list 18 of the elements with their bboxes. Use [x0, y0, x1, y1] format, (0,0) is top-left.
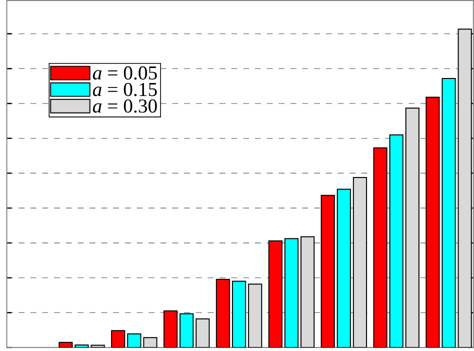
bar	[300, 236, 315, 348]
bar	[336, 188, 351, 348]
bar	[284, 238, 299, 348]
bar	[216, 278, 230, 348]
bar	[248, 284, 262, 348]
bar	[458, 28, 472, 348]
legend-label: a = 0.05	[92, 66, 157, 80]
bar	[389, 134, 404, 348]
legend-label: a = 0.15	[92, 82, 157, 96]
bar	[268, 240, 282, 348]
bar	[320, 194, 335, 348]
bar	[426, 96, 440, 348]
bar	[352, 177, 368, 348]
bar	[373, 147, 388, 348]
bar	[405, 108, 420, 348]
bar	[442, 78, 456, 348]
legend-label: a = 0.30	[92, 99, 157, 113]
bar	[232, 280, 246, 348]
